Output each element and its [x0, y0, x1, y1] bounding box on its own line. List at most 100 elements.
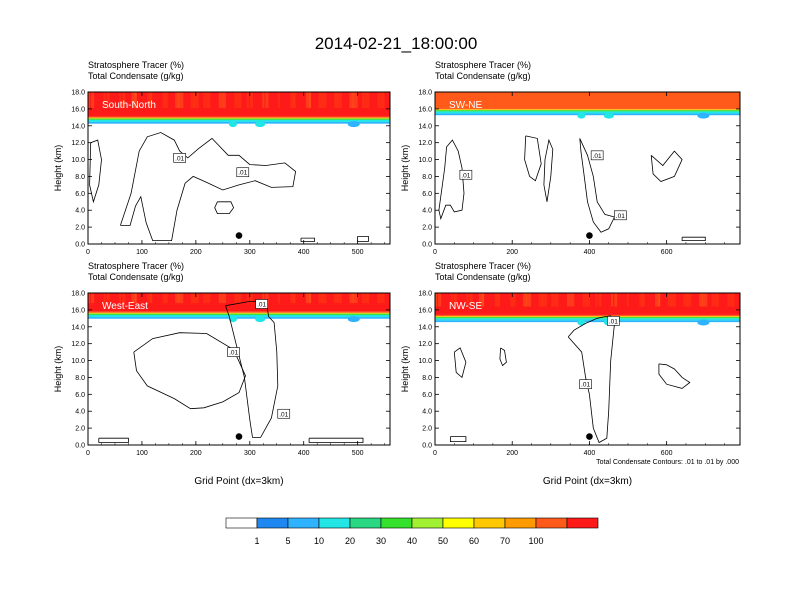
x-tick-label: 400 [298, 249, 310, 256]
tracer-streak [482, 293, 485, 307]
y-tick-label: 14.0 [418, 123, 432, 130]
location-marker [586, 433, 593, 440]
tracer-streak [221, 293, 226, 304]
condensate-contour [499, 347, 507, 367]
tracer-streak [262, 293, 265, 304]
tracer-layer [88, 116, 390, 118]
y-tick-label: 18.0 [71, 291, 85, 298]
tracer-streak [103, 92, 106, 109]
tracer-streak [337, 92, 343, 109]
colorbar-swatch [256, 517, 289, 529]
tropopause-fold [255, 121, 266, 128]
tracer-streak [380, 293, 385, 304]
colorbar-label: 5 [285, 536, 290, 546]
tracer-layer [88, 314, 390, 318]
y-tick-label: 4.0 [422, 409, 432, 416]
contour-label-box [255, 299, 268, 309]
x-tick-label: 200 [506, 249, 518, 256]
condensate-contour [98, 437, 129, 443]
tracer-streak [639, 293, 645, 307]
x-tick-label: 0 [433, 249, 437, 256]
tracer-streak [626, 293, 629, 307]
tracer-streak [614, 293, 618, 307]
y-tick-label: 18.0 [418, 291, 432, 298]
tracer-streak [450, 293, 453, 307]
colorbar-swatch [566, 517, 599, 529]
plot-area: .01 .01 .01 [88, 293, 390, 445]
tracer-streak [309, 293, 312, 304]
tracer-streak [103, 293, 106, 304]
tracer-layer [435, 314, 740, 317]
tracer-streak [670, 293, 676, 307]
tracer-streak [469, 293, 473, 307]
colorbar-label: 40 [407, 536, 417, 546]
panel-title-condensate: Total Condensate (g/kg) [88, 272, 184, 282]
y-tick-label: 16.0 [71, 106, 85, 113]
y-tick-label: 0.0 [75, 443, 85, 450]
colorbar-swatch [473, 517, 506, 529]
y-tick-label: 8.0 [75, 174, 85, 181]
tracer-streak [193, 92, 199, 109]
y-axis-label: Height (km) [53, 145, 63, 192]
colorbar-swatch [225, 517, 258, 529]
y-tick-label: 10.0 [418, 157, 432, 164]
y-tick-label: 18.0 [71, 90, 85, 97]
tracer-streak [567, 293, 571, 307]
plot-area: .01 .01 [88, 92, 390, 244]
tracer-streak [585, 293, 590, 307]
y-tick-label: 12.0 [71, 140, 85, 147]
y-tick-label: 2.0 [75, 426, 85, 433]
y-tick-label: 14.0 [71, 324, 85, 331]
tracer-streak [203, 92, 207, 109]
tracer-streak [122, 92, 126, 109]
tracer-streak [88, 293, 90, 304]
y-tick-label: 18.0 [418, 90, 432, 97]
tracer-streak [551, 293, 555, 307]
colorbar-label: 20 [345, 536, 355, 546]
tracer-streak [106, 293, 110, 304]
y-tick-label: 0.0 [75, 242, 85, 249]
y-tick-label: 16.0 [418, 106, 432, 113]
tracer-streak [453, 293, 457, 307]
contour-label-box [227, 347, 240, 357]
y-axis-label: Height (km) [400, 145, 410, 192]
tracer-streak [218, 92, 222, 109]
tracer-layer [88, 118, 390, 120]
tropopause-fold [255, 316, 266, 323]
x-tick-label: 0 [433, 450, 437, 457]
tracer-streak [237, 293, 242, 304]
y-tick-label: 2.0 [422, 426, 432, 433]
colorbar-label: 50 [438, 536, 448, 546]
condensate-contour [214, 201, 235, 215]
tracer-streak [727, 293, 731, 307]
tracer-streak [667, 293, 672, 307]
y-tick-label: 4.0 [422, 208, 432, 215]
tracer-streak [349, 293, 354, 304]
tracer-streak [570, 293, 575, 307]
tracer-streak [479, 293, 485, 307]
y-tick-label: 2.0 [422, 225, 432, 232]
tracer-streak [352, 293, 358, 304]
tracer-streak [246, 92, 249, 109]
panel-title-condensate: Total Condensate (g/kg) [435, 71, 531, 81]
tracer-streak [309, 92, 312, 109]
tropopause-fold [347, 121, 360, 128]
y-tick-label: 0.0 [422, 242, 432, 249]
colorbar-label: 100 [528, 536, 543, 546]
tracer-streak [377, 293, 381, 304]
condensate-contour [524, 135, 542, 182]
tracer-streak [277, 293, 280, 304]
tracer-streak [119, 293, 122, 304]
colorbar-swatch [504, 517, 537, 529]
condensate-contour [308, 437, 364, 443]
tracer-streak [554, 293, 559, 307]
tracer-streak [91, 92, 95, 109]
colorbar-swatch [442, 517, 475, 529]
panel-title-tracer: Stratosphere Tracer (%) [88, 60, 184, 70]
x-tick-label: 200 [506, 450, 518, 457]
condensate-contour [438, 139, 465, 221]
y-tick-label: 10.0 [418, 358, 432, 365]
y-axis-label: Height (km) [53, 346, 63, 393]
tracer-streak [699, 293, 704, 307]
